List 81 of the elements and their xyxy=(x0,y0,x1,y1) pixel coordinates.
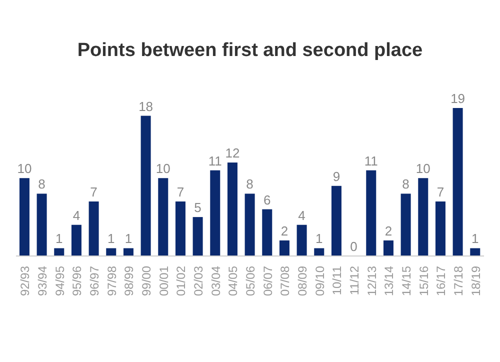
bar xyxy=(296,224,307,256)
bar xyxy=(158,178,168,256)
data-label: 7 xyxy=(90,184,98,200)
data-label: 7 xyxy=(436,184,444,200)
x-tick-label: 05/06 xyxy=(244,266,258,296)
bar xyxy=(279,240,290,256)
data-label: 9 xyxy=(332,168,340,184)
x-tick-label: 03/04 xyxy=(208,266,223,296)
data-label: 7 xyxy=(176,184,184,200)
bar xyxy=(314,248,324,256)
bar xyxy=(54,248,64,256)
data-label: 12 xyxy=(225,146,240,161)
data-label: 2 xyxy=(384,223,392,238)
data-label: 8 xyxy=(246,176,254,192)
x-tick-label: 94/95 xyxy=(52,266,67,296)
data-label: 6 xyxy=(264,192,271,208)
x-tick-label: 96/97 xyxy=(88,266,102,296)
data-label: 1 xyxy=(56,231,63,246)
bar xyxy=(71,224,82,256)
bar xyxy=(435,201,446,256)
data-label: 1 xyxy=(124,231,132,246)
x-tick-label: 13/14 xyxy=(382,266,396,296)
data-label: 19 xyxy=(450,91,466,106)
x-tick-label: 09/10 xyxy=(312,266,327,296)
x-tick-label: 93/94 xyxy=(36,266,50,296)
data-label: 5 xyxy=(194,200,202,216)
x-tick-label: 16/17 xyxy=(434,266,448,296)
x-tick-label: 12/13 xyxy=(364,266,379,296)
bar xyxy=(366,170,376,256)
x-tick-label: 15/16 xyxy=(416,266,431,296)
bar xyxy=(88,201,99,256)
x-tick-label: 97/98 xyxy=(104,266,119,296)
data-label: 11 xyxy=(208,153,222,168)
data-label: 8 xyxy=(38,176,46,192)
x-tick-label: 06/07 xyxy=(260,266,275,296)
chart-title: Points between first and second place xyxy=(76,39,424,63)
data-label: 11 xyxy=(364,153,378,168)
data-label: 10 xyxy=(17,161,32,176)
x-tick-label: 95/96 xyxy=(70,266,84,296)
bar xyxy=(192,217,203,256)
bar xyxy=(244,194,255,256)
bar xyxy=(210,170,220,256)
data-label: 1 xyxy=(316,231,323,246)
data-label: 10 xyxy=(156,161,170,176)
data-label: 2 xyxy=(280,223,288,238)
x-tick-label: 11/12 xyxy=(348,266,362,296)
x-tick-label: 99/00 xyxy=(140,266,154,296)
bar xyxy=(106,248,116,256)
data-label: 10 xyxy=(416,161,430,176)
bar xyxy=(19,178,30,256)
x-tick-label: 04/05 xyxy=(226,266,240,296)
bar xyxy=(331,186,342,256)
data-label: 0 xyxy=(350,239,358,254)
bar xyxy=(470,248,480,256)
x-tick-label: 10/11 xyxy=(330,266,344,296)
bar xyxy=(383,240,394,256)
x-tick-label: 02/03 xyxy=(192,266,206,296)
x-tick-label: 98/99 xyxy=(122,266,136,296)
x-tick-label: 92/93 xyxy=(18,266,32,296)
data-label: 4 xyxy=(72,208,80,223)
data-label: 4 xyxy=(298,208,306,223)
x-tick-label: 01/02 xyxy=(174,266,188,296)
x-tick-label: 07/08 xyxy=(278,266,292,296)
bar xyxy=(140,116,151,256)
bar xyxy=(123,248,134,256)
bar xyxy=(452,108,463,256)
x-tick-label: 08/09 xyxy=(296,266,310,296)
bar xyxy=(36,194,47,256)
bar xyxy=(227,162,238,256)
data-label: 1 xyxy=(472,231,479,246)
bar xyxy=(262,209,272,256)
bar xyxy=(418,178,428,256)
x-tick-label: 00/01 xyxy=(156,266,171,296)
x-tick-label: 17/18 xyxy=(452,266,466,296)
bar xyxy=(400,194,411,256)
data-label: 8 xyxy=(402,176,410,192)
data-label: 1 xyxy=(108,231,115,246)
data-label: 18 xyxy=(138,98,154,114)
x-tick-label: 18/19 xyxy=(468,266,483,296)
x-tick-label: 14/15 xyxy=(400,266,414,296)
bar xyxy=(175,201,186,256)
